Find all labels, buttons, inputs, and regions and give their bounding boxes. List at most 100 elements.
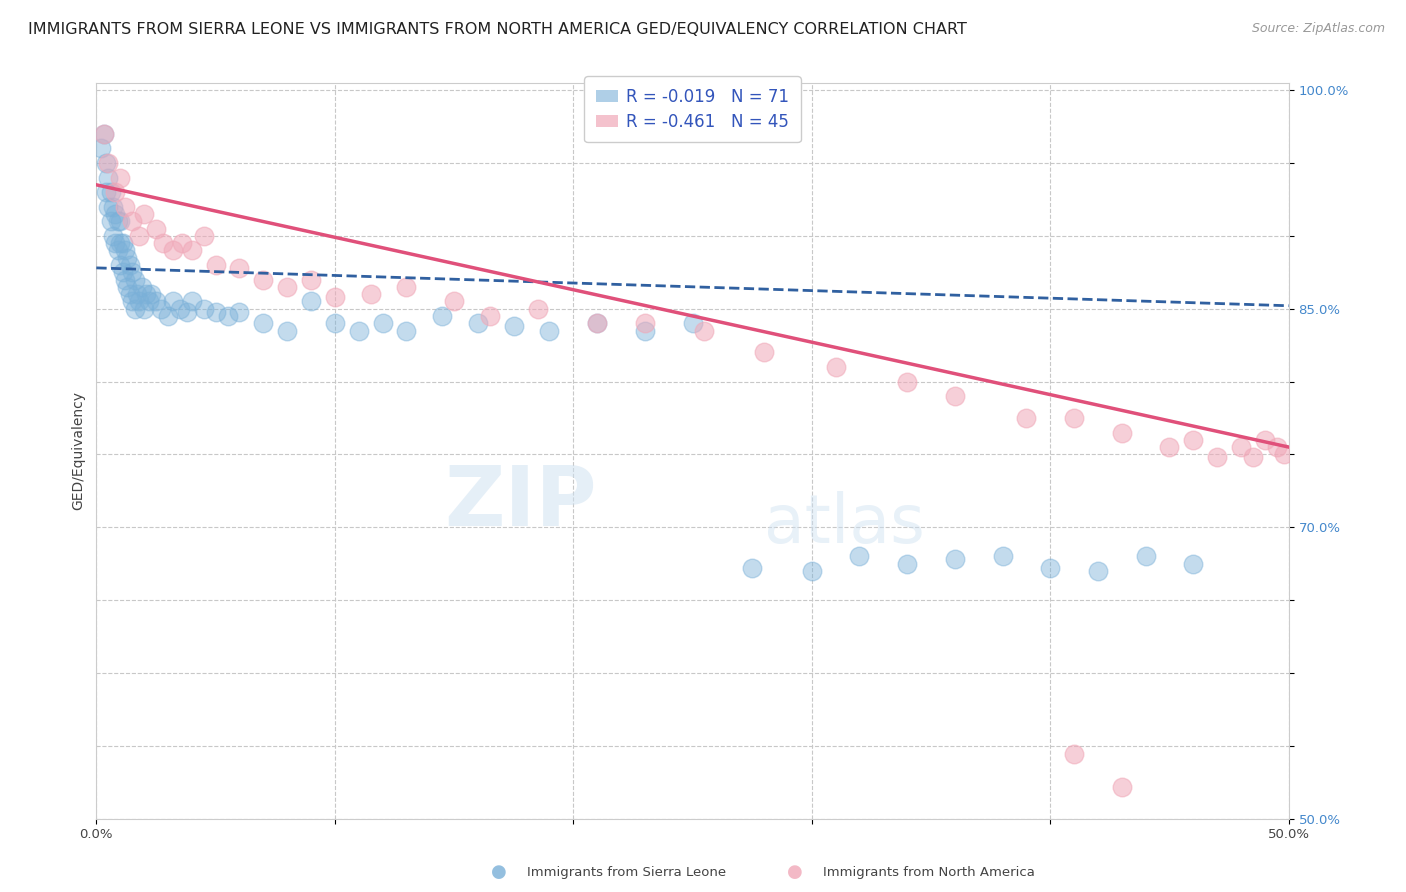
Point xyxy=(101,228,124,243)
Text: ●: ● xyxy=(491,863,508,881)
Point xyxy=(1159,440,1181,454)
Point xyxy=(1063,411,1085,425)
Y-axis label: GED/Equivalency: GED/Equivalency xyxy=(72,392,86,510)
Point xyxy=(991,549,1014,564)
Point xyxy=(100,214,122,228)
Point xyxy=(634,316,657,330)
Point xyxy=(132,207,155,221)
Point xyxy=(180,244,202,258)
Text: atlas: atlas xyxy=(763,491,925,558)
Point xyxy=(145,294,167,309)
Point xyxy=(121,214,143,228)
Point xyxy=(538,324,561,338)
Point xyxy=(100,185,122,199)
Point xyxy=(93,127,115,141)
Point xyxy=(104,207,127,221)
Point xyxy=(114,272,136,286)
Point xyxy=(124,301,146,316)
Point xyxy=(94,156,117,170)
Point xyxy=(1182,557,1205,571)
Point xyxy=(276,324,298,338)
Point xyxy=(1241,450,1264,465)
Point xyxy=(1272,447,1295,461)
Point xyxy=(824,359,846,374)
Point xyxy=(478,309,501,323)
Point xyxy=(104,185,127,199)
Point xyxy=(101,200,124,214)
Point xyxy=(169,301,191,316)
Point xyxy=(118,258,141,272)
Point xyxy=(132,301,155,316)
Point xyxy=(162,294,184,309)
Point xyxy=(395,324,418,338)
Point xyxy=(1039,561,1062,575)
Text: Source: ZipAtlas.com: Source: ZipAtlas.com xyxy=(1251,22,1385,36)
Point xyxy=(94,185,117,199)
Point xyxy=(276,280,298,294)
Point xyxy=(204,258,226,272)
Point xyxy=(156,309,179,323)
Point xyxy=(162,244,184,258)
Point xyxy=(145,221,167,235)
Point xyxy=(1182,433,1205,447)
Point xyxy=(1206,450,1229,465)
Point xyxy=(848,549,870,564)
Point xyxy=(93,127,115,141)
Text: Immigrants from North America: Immigrants from North America xyxy=(823,866,1035,879)
Point xyxy=(152,236,174,251)
Text: IMMIGRANTS FROM SIERRA LEONE VS IMMIGRANTS FROM NORTH AMERICA GED/EQUIVALENCY CO: IMMIGRANTS FROM SIERRA LEONE VS IMMIGRAN… xyxy=(28,22,967,37)
Point xyxy=(896,557,918,571)
Point xyxy=(118,287,141,301)
Point xyxy=(347,324,370,338)
Point xyxy=(114,244,136,258)
Point xyxy=(1111,780,1133,794)
Point xyxy=(1135,549,1157,564)
Point xyxy=(586,316,609,330)
Point xyxy=(108,258,131,272)
Point xyxy=(741,561,763,575)
Text: Immigrants from Sierra Leone: Immigrants from Sierra Leone xyxy=(527,866,727,879)
Point xyxy=(111,236,134,251)
Point xyxy=(752,345,775,359)
Point xyxy=(217,309,239,323)
Point xyxy=(360,287,382,301)
Point xyxy=(1230,440,1253,454)
Point xyxy=(467,316,489,330)
Point xyxy=(107,244,129,258)
Point xyxy=(943,389,966,403)
Point xyxy=(124,272,146,286)
Point xyxy=(193,228,215,243)
Point xyxy=(97,200,120,214)
Point xyxy=(125,287,148,301)
Point xyxy=(323,316,346,330)
Point xyxy=(943,552,966,566)
Point xyxy=(128,228,150,243)
Point xyxy=(1015,411,1038,425)
Point xyxy=(430,309,453,323)
Point xyxy=(104,236,127,251)
Point xyxy=(108,214,131,228)
Point xyxy=(682,316,704,330)
Point xyxy=(1254,433,1277,447)
Text: ●: ● xyxy=(786,863,803,881)
Point xyxy=(117,280,139,294)
Point xyxy=(114,200,136,214)
Point xyxy=(252,272,274,286)
Point xyxy=(323,290,346,304)
Point xyxy=(111,265,134,279)
Legend: R = -0.019   N = 71, R = -0.461   N = 45: R = -0.019 N = 71, R = -0.461 N = 45 xyxy=(585,77,800,143)
Point xyxy=(634,324,657,338)
Point xyxy=(371,316,394,330)
Point xyxy=(108,170,131,185)
Point xyxy=(228,304,250,318)
Point xyxy=(180,294,202,309)
Point xyxy=(138,294,160,309)
Point xyxy=(97,170,120,185)
Point xyxy=(586,316,609,330)
Point xyxy=(1111,425,1133,440)
Point xyxy=(204,304,226,318)
Point xyxy=(176,304,198,318)
Point xyxy=(693,324,716,338)
Point xyxy=(299,294,322,309)
Point xyxy=(395,280,418,294)
